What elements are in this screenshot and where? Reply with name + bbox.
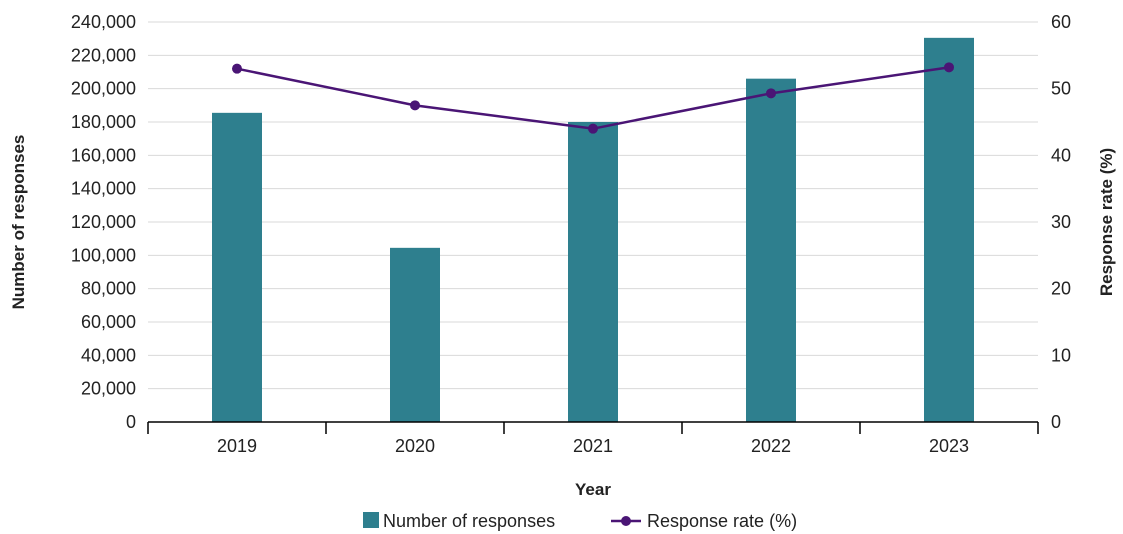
axes: [147, 421, 1039, 434]
x-tick-label: 2020: [395, 436, 435, 456]
x-tick-label: 2021: [573, 436, 613, 456]
response-rate-line: [236, 66, 950, 130]
x-axis-tick-labels: 2019 2020 2021 2022 2023: [217, 436, 969, 456]
point-2021: [588, 123, 598, 134]
y-right-tick-label: 0: [1051, 412, 1061, 432]
y-left-tick-label: 240,000: [71, 12, 136, 32]
legend-swatch-bars: [363, 512, 379, 528]
y-right-tick-label: 60: [1051, 12, 1071, 32]
legend-marker: [621, 516, 631, 526]
right-axis-tick-labels: 0 10 20 30 40 50 60: [1051, 12, 1071, 432]
bar-2021: [568, 122, 618, 422]
x-tick-label: 2019: [217, 436, 257, 456]
bar-2022: [746, 78, 796, 423]
bar-series-number-of-responses: [212, 37, 974, 423]
y-left-tick-label: 180,000: [71, 112, 136, 132]
point-2020: [410, 100, 420, 111]
x-tick-label: 2023: [929, 436, 969, 456]
y-left-tick-label: 20,000: [81, 379, 136, 399]
y-axis-left-title: Number of responses: [9, 135, 28, 310]
x-tick-label: 2022: [751, 436, 791, 456]
y-right-tick-label: 50: [1051, 79, 1071, 99]
y-left-tick-label: 100,000: [71, 245, 136, 265]
y-left-tick-label: 0: [126, 412, 136, 432]
y-left-tick-label: 160,000: [71, 145, 136, 165]
y-left-tick-label: 40,000: [81, 345, 136, 365]
y-right-tick-label: 30: [1051, 212, 1071, 232]
y-left-tick-label: 120,000: [71, 212, 136, 232]
y-axis-right-title: Response rate (%): [1097, 148, 1116, 296]
y-right-tick-label: 40: [1051, 145, 1071, 165]
legend: Number of responses Response rate (%): [363, 511, 797, 531]
point-2023: [944, 62, 954, 73]
left-axis-tick-labels: 0 20,000 40,000 60,000 80,000 100,000 120,000 1…: [71, 12, 136, 432]
bar-2019: [212, 112, 262, 422]
y-left-tick-label: 60,000: [81, 312, 136, 332]
y-left-tick-label: 220,000: [71, 45, 136, 65]
line-series-response-rate: [232, 62, 954, 134]
legend-label-line: Response rate (%): [647, 511, 797, 531]
bar-2020: [390, 247, 440, 422]
y-left-tick-label: 200,000: [71, 79, 136, 99]
legend-label-bars: Number of responses: [383, 511, 555, 531]
y-left-tick-label: 80,000: [81, 279, 136, 299]
x-axis-title: Year: [575, 480, 611, 499]
bar-2023: [924, 37, 974, 422]
y-right-tick-label: 20: [1051, 279, 1071, 299]
y-left-tick-label: 140,000: [71, 179, 136, 199]
point-2022: [766, 88, 776, 99]
y-right-tick-label: 10: [1051, 345, 1071, 365]
point-2019: [232, 63, 242, 74]
